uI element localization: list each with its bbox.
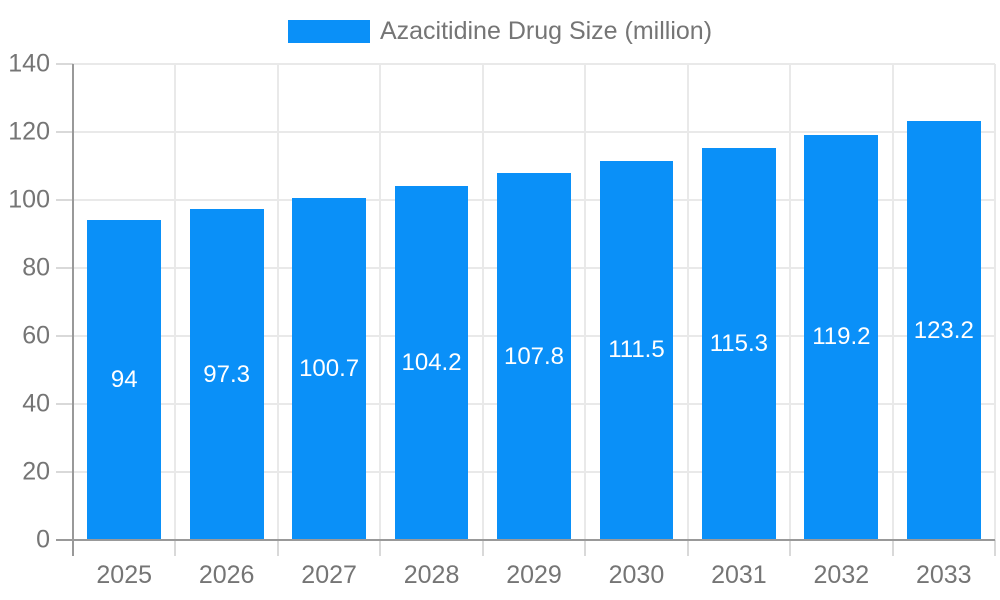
bar-value-label: 119.2 xyxy=(812,323,871,351)
x-axis-tick xyxy=(584,540,587,556)
x-axis-tick xyxy=(481,540,484,556)
x-axis-tick xyxy=(994,540,996,556)
bar[interactable] xyxy=(599,160,674,540)
bar-value-label: 115.3 xyxy=(709,329,769,357)
bar-value-label: 107.8 xyxy=(503,342,565,370)
x-tick-label: 2028 xyxy=(403,561,460,589)
bar[interactable] xyxy=(906,121,981,540)
x-axis-tick xyxy=(276,540,279,556)
bar-value-label: 123.2 xyxy=(913,316,974,344)
y-tick-label: 40 xyxy=(22,389,50,418)
y-tick-label: 20 xyxy=(22,457,50,486)
x-tick-label: 2025 xyxy=(96,561,153,589)
plot-area: 94 97.3 100.7 104.2 107.8 111.5 115.3 119.2 123.… xyxy=(73,63,996,540)
y-axis-tick xyxy=(56,63,73,65)
x-axis-tick xyxy=(379,540,382,556)
bar[interactable] xyxy=(497,173,571,540)
bar[interactable] xyxy=(702,147,776,540)
gridline-vertical xyxy=(481,64,484,540)
bar[interactable] xyxy=(394,185,469,540)
y-axis-tick xyxy=(56,335,73,337)
gridline-horizontal xyxy=(73,63,995,65)
gridline-vertical xyxy=(584,64,587,540)
gridline-horizontal xyxy=(73,131,995,133)
bar[interactable] xyxy=(804,134,879,540)
x-axis-tick xyxy=(891,540,894,556)
bar-value-label: 100.7 xyxy=(299,354,360,382)
bar[interactable] xyxy=(87,220,162,540)
y-tick-label: 80 xyxy=(22,253,50,282)
x-axis-line xyxy=(56,539,995,541)
legend-swatch xyxy=(287,20,370,43)
gridline-vertical xyxy=(994,64,996,540)
x-tick-label: 2029 xyxy=(506,561,562,589)
gridline-vertical xyxy=(276,64,279,540)
x-tick-label: 2033 xyxy=(915,561,972,589)
x-tick-label: 2026 xyxy=(198,561,255,589)
y-axis-tick xyxy=(56,267,73,269)
y-tick-label: 0 xyxy=(36,525,50,554)
x-tick-label: 2027 xyxy=(301,561,357,589)
legend[interactable]: Azacitidine Drug Size (million) xyxy=(0,17,1000,46)
gridline-vertical xyxy=(174,64,177,540)
x-axis-tick xyxy=(789,540,792,556)
gridline-vertical xyxy=(686,64,689,540)
x-tick-label: 2032 xyxy=(813,561,870,589)
bar[interactable] xyxy=(292,197,366,540)
gridline-vertical xyxy=(891,64,894,540)
gridline-vertical xyxy=(789,64,792,540)
gridline-vertical xyxy=(379,64,382,540)
x-axis-tick xyxy=(686,540,689,556)
y-tick-label: 100 xyxy=(8,185,50,214)
bar-value-label: 111.5 xyxy=(608,336,665,364)
y-tick-label: 120 xyxy=(8,117,50,146)
legend-label: Azacitidine Drug Size (million) xyxy=(379,17,713,45)
y-axis-tick xyxy=(56,403,73,405)
y-axis-tick xyxy=(56,199,73,201)
y-tick-label: 140 xyxy=(8,49,50,78)
bar-value-label: 97.3 xyxy=(203,360,251,388)
x-tick-label: 2031 xyxy=(711,561,767,589)
y-axis-line xyxy=(72,64,74,556)
y-axis-tick xyxy=(56,131,73,133)
bar-value-label: 104.2 xyxy=(401,348,462,376)
x-tick-label: 2030 xyxy=(608,561,665,589)
y-axis-tick xyxy=(56,471,73,473)
x-axis-tick xyxy=(174,540,177,556)
y-tick-label: 60 xyxy=(22,321,50,350)
bar-value-label: 94 xyxy=(110,366,138,394)
bar[interactable] xyxy=(189,209,264,540)
